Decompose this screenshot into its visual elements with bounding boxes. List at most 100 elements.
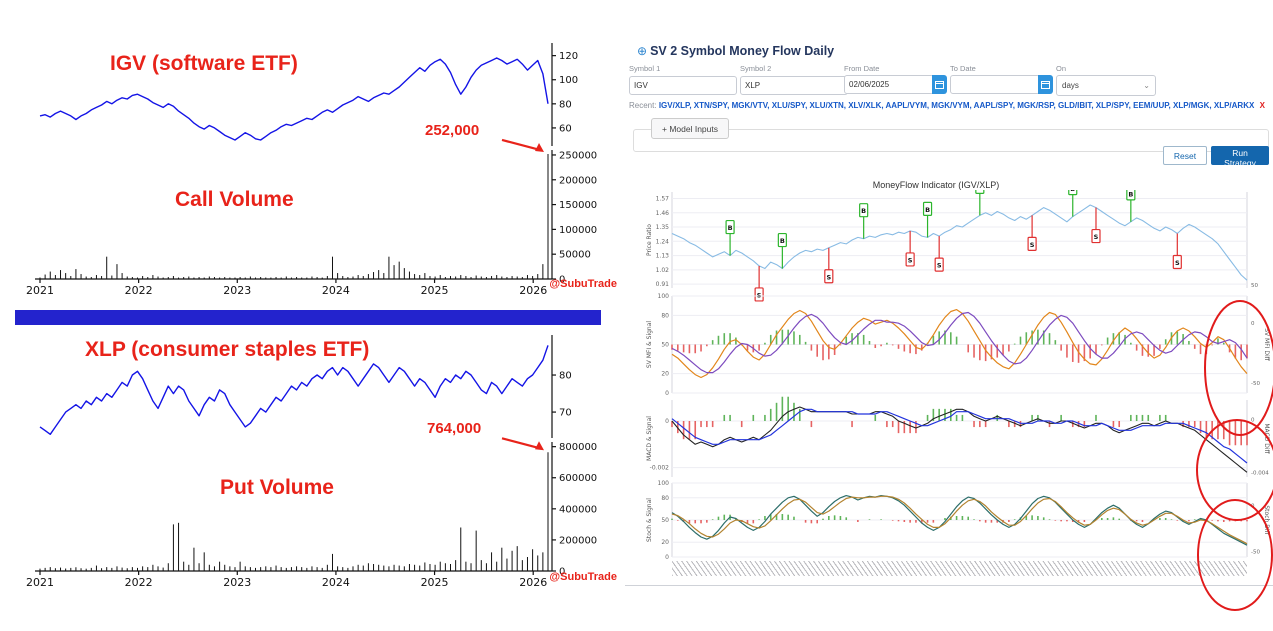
svg-text:B: B [925, 206, 930, 214]
svg-text:1.35: 1.35 [656, 224, 670, 231]
svg-text:20: 20 [661, 539, 669, 546]
svg-text:80: 80 [661, 312, 669, 319]
svg-text:2024: 2024 [322, 576, 350, 589]
svg-text:50: 50 [1251, 283, 1258, 289]
svg-text:0: 0 [665, 390, 669, 397]
moneyflow-chart-title: MoneyFlow Indicator (IGV/XLP) [872, 180, 1000, 190]
to-date-calendar-button[interactable] [1038, 75, 1053, 94]
put-volume-annotation: 764,000 [427, 420, 482, 437]
svg-text:100000: 100000 [559, 225, 597, 236]
svg-text:1.02: 1.02 [656, 267, 670, 274]
svg-text:S: S [908, 256, 913, 264]
svg-text:B: B [1128, 190, 1133, 198]
recent-clear-icon[interactable]: X [1259, 101, 1265, 110]
svg-text:MACD Diff: MACD Diff [1263, 423, 1270, 454]
svg-text:200000: 200000 [559, 535, 597, 546]
svg-text:0: 0 [1251, 418, 1255, 424]
symbol1-input[interactable] [629, 76, 737, 95]
svg-text:120: 120 [559, 51, 578, 62]
reset-button[interactable]: Reset [1163, 146, 1207, 165]
on-select[interactable]: days ⌄ [1056, 75, 1156, 96]
put-volume-label: Put Volume [220, 476, 334, 499]
svg-text:2022: 2022 [125, 284, 153, 297]
model-inputs-toggle-button[interactable]: + Model Inputs [651, 118, 729, 139]
panel-bottom-divider [625, 585, 1273, 586]
igv-call-volume-chart-block: 120 100 80 60 250000 200000 150000 100000 50000 0… [15, 38, 617, 302]
svg-text:B: B [977, 190, 982, 192]
call-volume-label: Call Volume [175, 188, 294, 211]
svg-text:0.91: 0.91 [656, 281, 670, 288]
svg-text:400000: 400000 [559, 504, 597, 515]
svg-text:0: 0 [665, 418, 669, 425]
watermark: @SubuTrade [549, 571, 617, 583]
svg-text:S: S [826, 273, 831, 281]
to-date-input[interactable] [950, 75, 1041, 94]
svg-text:MACD & Signal: MACD & Signal [646, 416, 653, 461]
svg-text:1.46: 1.46 [656, 210, 670, 217]
svg-text:2026: 2026 [519, 576, 547, 589]
igv-price-volume-chart: 120 100 80 60 250000 200000 150000 100000 50000 0… [26, 43, 597, 297]
recent-row: Recent: IGV/XLP, XTN/SPY, MGK/VTV, XLU/S… [629, 101, 1265, 110]
svg-text:0: 0 [559, 275, 565, 286]
moneyflow-app: ⊕SV 2 Symbol Money Flow Daily Symbol 1 S… [625, 0, 1273, 631]
recent-symbol-links[interactable]: IGV/XLP, XTN/SPY, MGK/VTV, XLU/SPY, XLU/… [658, 101, 1255, 110]
from-date-label: From Date [844, 64, 880, 73]
app-title: ⊕ SV 2 Symbol Money Flow Daily [637, 44, 834, 58]
svg-text:-0.002: -0.002 [650, 465, 670, 472]
xlp-price-volume-chart: 80 70 800000 600000 400000 200000 0 2021 2022 202… [26, 335, 597, 589]
watermark: @SubuTrade [549, 278, 617, 290]
svg-text:B: B [728, 224, 733, 232]
svg-text:80: 80 [559, 99, 572, 110]
svg-text:SV MFI Diff: SV MFI Diff [1263, 328, 1270, 361]
svg-text:2025: 2025 [421, 576, 449, 589]
svg-text:2024: 2024 [322, 284, 350, 297]
svg-text:SV MFI & Signal: SV MFI & Signal [646, 321, 653, 368]
from-date-field: From Date [844, 64, 947, 94]
blue-divider-bar [15, 310, 601, 325]
symbol2-input[interactable] [740, 76, 848, 95]
on-field: On days ⌄ [1056, 64, 1156, 96]
svg-text:2023: 2023 [223, 576, 251, 589]
svg-text:1.13: 1.13 [656, 253, 670, 260]
svg-text:800000: 800000 [559, 442, 597, 453]
svg-text:S: S [1094, 233, 1099, 241]
svg-text:Stoch & Signal: Stoch & Signal [646, 498, 653, 542]
calendar-icon [935, 81, 945, 89]
app-title-text: SV 2 Symbol Money Flow Daily [650, 44, 835, 58]
svg-text:150000: 150000 [559, 200, 597, 211]
svg-text:80: 80 [661, 495, 669, 502]
svg-text:S: S [1030, 241, 1035, 249]
svg-text:1.57: 1.57 [656, 195, 670, 202]
xlp-put-volume-chart-block: 80 70 800000 600000 400000 200000 0 2021 2022 202… [15, 330, 617, 598]
svg-text:S: S [937, 262, 942, 270]
chevron-down-icon: ⌄ [1143, 81, 1150, 90]
svg-text:0: 0 [559, 567, 565, 578]
svg-text:100: 100 [559, 75, 578, 86]
run-strategy-button[interactable]: Run Strategy [1211, 146, 1269, 168]
svg-text:100: 100 [658, 293, 670, 300]
svg-text:2021: 2021 [26, 576, 54, 589]
svg-text:2026: 2026 [519, 284, 547, 297]
from-date-calendar-button[interactable] [932, 75, 947, 94]
svg-text:B: B [1070, 190, 1075, 193]
svg-text:0: 0 [665, 554, 669, 561]
call-volume-annotation: 252,000 [425, 122, 480, 139]
svg-text:20: 20 [661, 371, 669, 378]
svg-text:200000: 200000 [559, 175, 597, 186]
svg-text:250000: 250000 [559, 150, 597, 161]
svg-text:-50: -50 [1251, 549, 1260, 555]
svg-text:Price Ratio: Price Ratio [646, 224, 653, 256]
on-select-value: days [1062, 81, 1079, 90]
from-date-input[interactable] [844, 75, 935, 94]
igv-chart-title: IGV (software ETF) [110, 52, 298, 75]
symbol1-field: Symbol 1 [629, 64, 737, 95]
svg-text:0: 0 [1251, 503, 1255, 509]
to-date-label: To Date [950, 64, 976, 73]
model-inputs-panel [633, 129, 1269, 152]
svg-text:B: B [780, 237, 785, 245]
symbol2-label: Symbol 2 [740, 64, 772, 73]
svg-text:0: 0 [1251, 321, 1255, 327]
svg-text:1.24: 1.24 [656, 238, 670, 245]
svg-text:2023: 2023 [223, 284, 251, 297]
svg-text:-50: -50 [1251, 381, 1260, 387]
